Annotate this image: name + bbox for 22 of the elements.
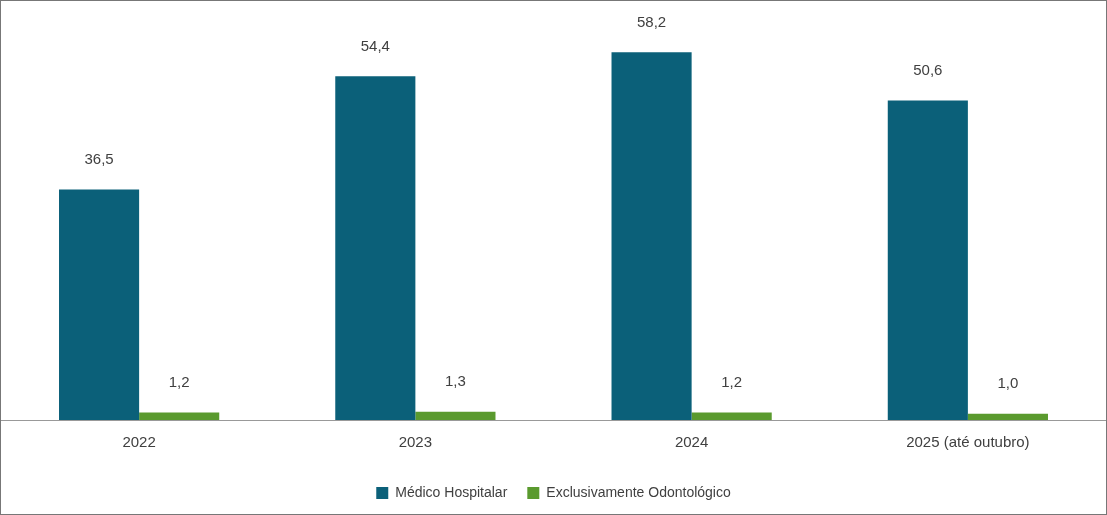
bar [59, 189, 140, 420]
bar [139, 412, 220, 420]
data-label: 1,2 [721, 373, 743, 391]
data-label: 1,3 [445, 372, 466, 390]
x-tick-label: 2025 (até outubro) [906, 433, 1030, 451]
x-tick-label: 2023 [398, 433, 433, 451]
bar [691, 412, 772, 420]
legend-label: Exclusivamente Odontológico [546, 483, 731, 500]
x-tick-label: 2022 [122, 433, 156, 451]
bar [887, 100, 968, 420]
data-label: 36,5 [84, 150, 114, 168]
bar [967, 413, 1048, 420]
legend-label: Médico Hospitalar [395, 483, 508, 500]
data-label: 50,6 [913, 61, 943, 79]
data-label: 58,2 [636, 13, 667, 31]
bar [415, 411, 496, 420]
data-label: 54,4 [360, 37, 390, 55]
x-tick-label: 2024 [674, 433, 709, 451]
data-label: 1,2 [168, 373, 190, 391]
bar [611, 52, 692, 420]
data-label: 1,0 [997, 374, 1019, 392]
bar [335, 76, 416, 420]
